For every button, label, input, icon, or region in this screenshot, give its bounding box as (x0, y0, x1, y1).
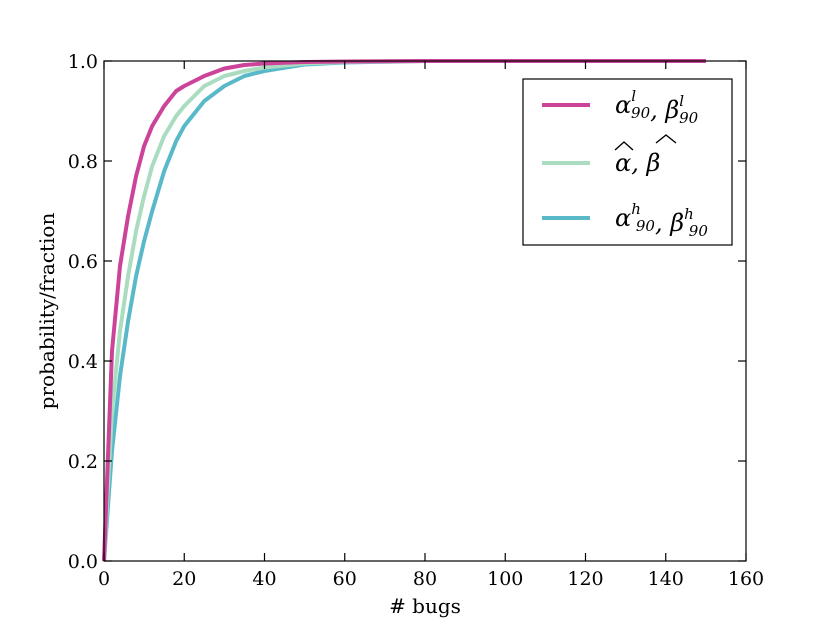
hat-mark (614, 141, 634, 151)
y-tick-label: 0.2 (68, 451, 98, 473)
y-tick-label: 1.0 (68, 51, 98, 73)
y-tick-label: 0.4 (68, 351, 98, 373)
legend-label-1: αl 90, βl 90 (615, 87, 699, 127)
y-tick-label: 0.6 (68, 251, 98, 273)
x-tick-label: 100 (487, 568, 523, 590)
legend: αl 90, βl 90 α, β αh 90, βh 90 (522, 78, 733, 246)
y-tick-label: 0.8 (68, 151, 98, 173)
legend-label-2: α, β (615, 149, 660, 177)
y-axis-label: probability/fraction (35, 213, 59, 410)
y-tick-label: 0.0 (68, 551, 98, 573)
x-tick-label: 20 (172, 568, 196, 590)
x-tick-label: 120 (567, 568, 603, 590)
x-tick-label: 40 (252, 568, 276, 590)
x-tick-label: 160 (728, 568, 764, 590)
ticks-layer: 0 20 40 60 80 100 120 140 160 0.0 0.2 0.4 0.6 0.8 1.0 (68, 51, 764, 590)
x-tick-label: 60 (333, 568, 357, 590)
legend-label-3: αh 90, βh 90 (615, 200, 708, 240)
x-tick-label: 0 (98, 568, 110, 590)
x-axis-label: # bugs (389, 594, 461, 618)
hat-mark (655, 134, 677, 144)
x-tick-label: 80 (413, 568, 437, 590)
x-tick-label: 140 (648, 568, 684, 590)
